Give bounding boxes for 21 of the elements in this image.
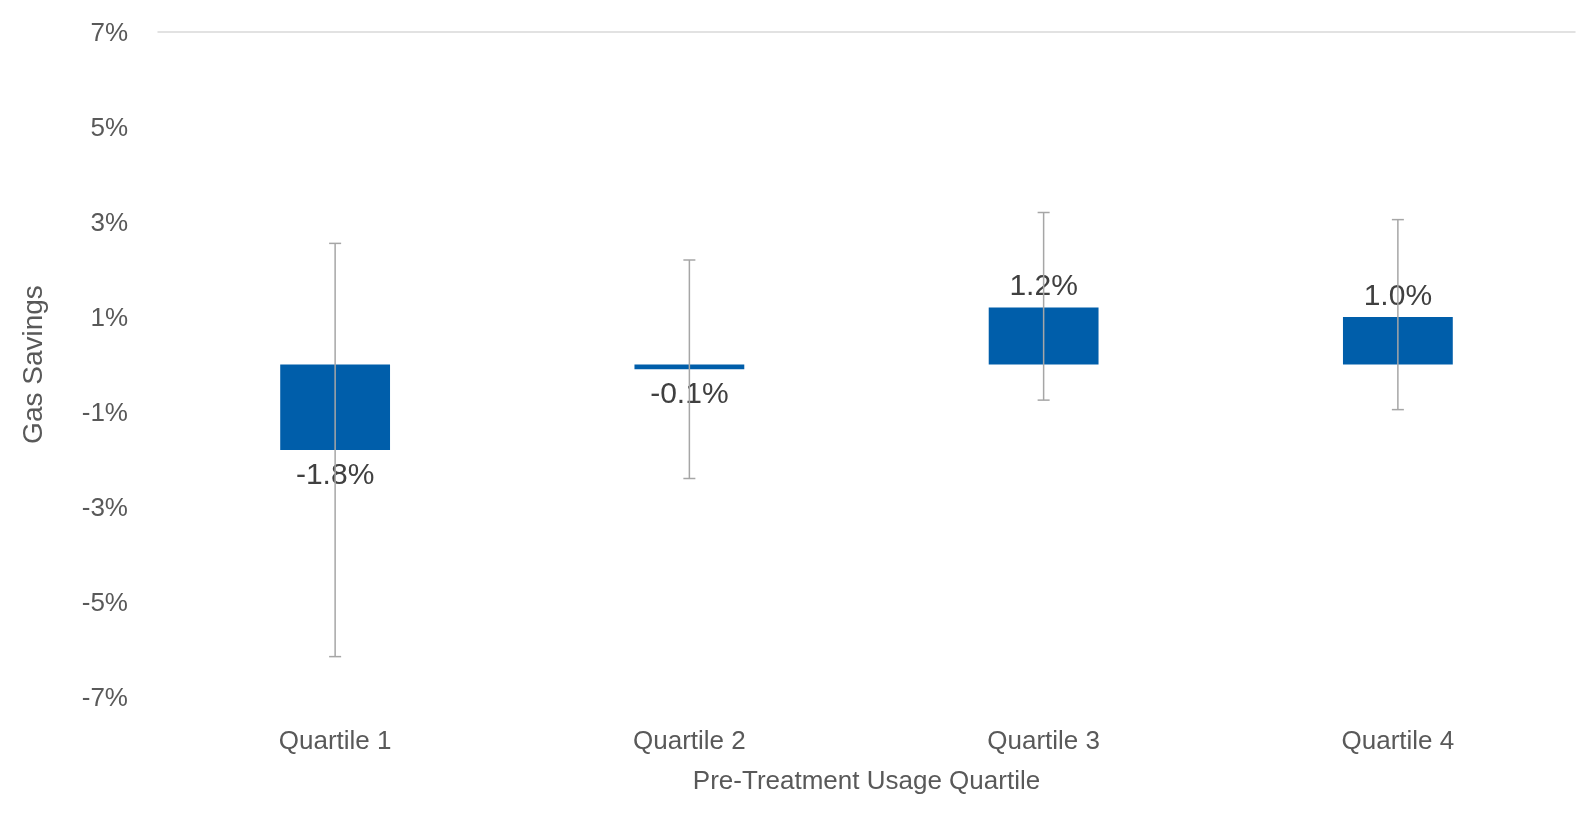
y-tick-label: -3% xyxy=(81,492,128,522)
y-tick-label: 7% xyxy=(90,17,128,47)
data-label: -1.8% xyxy=(295,456,375,490)
data-label: 1.0% xyxy=(1363,277,1433,311)
x-tick-label: Quartile 2 xyxy=(633,725,746,755)
y-tick-label: -7% xyxy=(81,682,128,712)
y-tick-label: 3% xyxy=(90,207,128,237)
y-tick-label: -5% xyxy=(81,587,128,617)
bar xyxy=(1342,317,1453,365)
bar xyxy=(988,307,1099,365)
data-label: 1.2% xyxy=(1009,268,1078,301)
y-tick-label: 5% xyxy=(90,112,128,142)
data-label: -0.1% xyxy=(650,375,729,409)
y-tick-label: -1% xyxy=(81,397,128,427)
x-tick-label: Quartile 3 xyxy=(987,725,1100,755)
y-axis-title: Gas Savings xyxy=(16,285,48,444)
x-tick-label: Quartile 4 xyxy=(1341,725,1455,755)
x-axis-title: Pre-Treatment Usage Quartile xyxy=(692,765,1041,795)
x-tick-label: Quartile 1 xyxy=(278,725,392,755)
y-tick-label: 1% xyxy=(90,302,128,332)
bar xyxy=(280,364,391,450)
